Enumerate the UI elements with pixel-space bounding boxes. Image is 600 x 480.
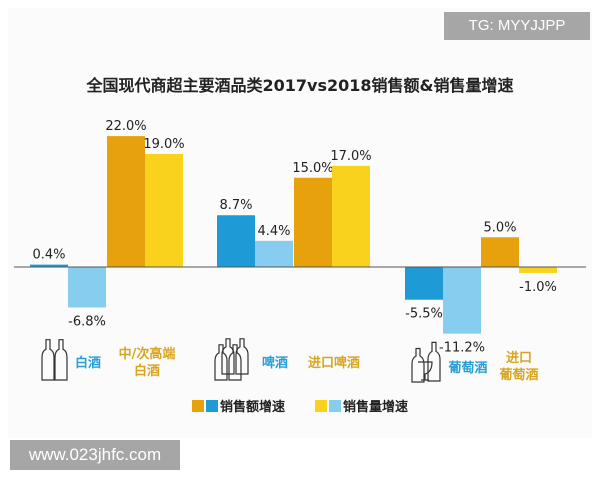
bottle-icon bbox=[411, 347, 425, 383]
value-label: 0.4% bbox=[32, 248, 65, 263]
bar-volume bbox=[519, 267, 557, 273]
value-label: 17.0% bbox=[330, 149, 371, 164]
category-label: 葡萄酒 bbox=[448, 361, 488, 376]
category-label: 进口 葡萄酒 bbox=[499, 351, 539, 383]
category-label: 啤酒 bbox=[261, 356, 288, 371]
bottle-icon bbox=[41, 339, 55, 381]
chart-title: 全国现代商超主要酒品类2017vs2018销售额&销售量增速 bbox=[86, 76, 514, 95]
bottle-icon bbox=[228, 344, 242, 381]
value-label: -6.8% bbox=[68, 314, 106, 329]
bar-volume bbox=[145, 153, 183, 267]
value-label: 4.4% bbox=[257, 224, 290, 239]
bar-volume bbox=[443, 267, 481, 334]
bar-volume bbox=[332, 165, 370, 267]
value-label: -1.0% bbox=[519, 280, 557, 295]
bottle-icon bbox=[235, 338, 249, 375]
bar-volume bbox=[255, 240, 293, 267]
legend-volume: 销售量增速 bbox=[315, 396, 408, 415]
value-label: 8.7% bbox=[219, 198, 252, 213]
value-label: -5.5% bbox=[405, 307, 443, 322]
bottle-icon bbox=[221, 338, 235, 375]
bar-volume bbox=[68, 267, 106, 308]
category-label: 白酒 bbox=[74, 356, 101, 371]
value-label: 15.0% bbox=[292, 161, 333, 176]
legend-label: 销售额增速 bbox=[219, 400, 285, 415]
legend-sales: 销售额增速 bbox=[191, 396, 285, 415]
bar-sales bbox=[294, 177, 332, 267]
bar-sales bbox=[107, 136, 145, 267]
bottle-icon bbox=[427, 341, 441, 382]
bar-sales bbox=[30, 264, 68, 267]
bar-sales bbox=[405, 267, 443, 300]
watermark-top: TG: MYYJJPP bbox=[444, 12, 590, 40]
bar-sales bbox=[217, 215, 255, 267]
value-label: 19.0% bbox=[143, 137, 184, 152]
bar-sales bbox=[481, 237, 519, 267]
value-label: 22.0% bbox=[105, 119, 146, 134]
bottle-icon bbox=[214, 344, 228, 381]
value-label: -11.2% bbox=[439, 341, 485, 356]
watermark-bottom: www.023jhfc.com bbox=[10, 440, 180, 470]
category-label: 中/次高端 白酒 bbox=[118, 347, 176, 379]
legend-label: 销售量增速 bbox=[343, 400, 409, 415]
wine-glass-icon bbox=[418, 361, 433, 381]
value-label: 5.0% bbox=[483, 220, 516, 235]
category-label: 进口啤酒 bbox=[307, 356, 360, 371]
legend: 销售额增速 销售量增速 bbox=[0, 396, 600, 415]
bottle-icon bbox=[54, 339, 68, 381]
